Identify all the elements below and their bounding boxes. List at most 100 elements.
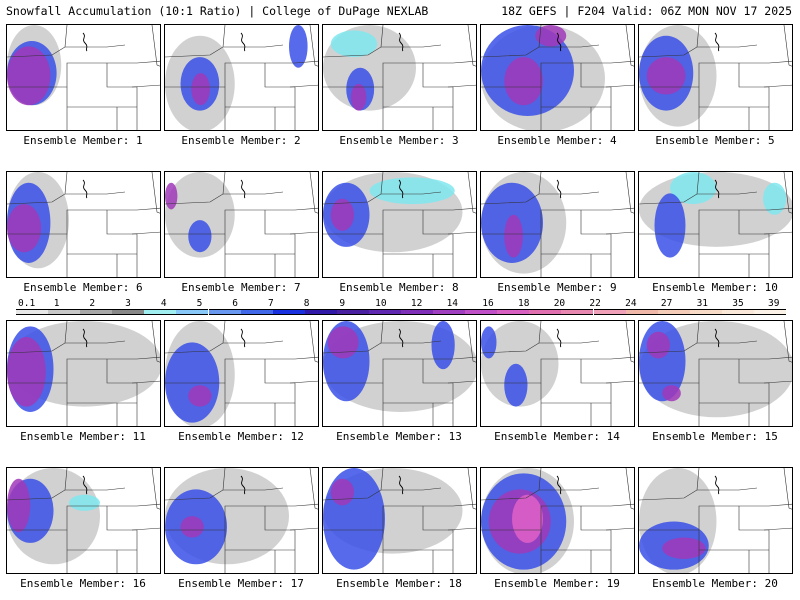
legend-swatch	[304, 309, 337, 315]
ensemble-member-map	[6, 171, 161, 278]
ensemble-member-map	[164, 24, 319, 131]
snow-area-purple	[165, 182, 178, 210]
state-boundary	[323, 207, 476, 235]
snow-area-purple	[7, 204, 42, 253]
state-boundary	[738, 63, 769, 88]
state-boundary	[264, 359, 295, 384]
snowfall-map	[323, 25, 476, 130]
state-boundary	[467, 468, 476, 510]
snowfall-map	[7, 25, 160, 130]
state-boundary	[481, 321, 542, 354]
state-boundary	[381, 487, 442, 491]
state-boundary	[697, 191, 758, 195]
snowfall-map	[481, 321, 634, 426]
state-boundary	[289, 231, 318, 235]
snow-area-blue	[165, 342, 220, 423]
ensemble-member-map	[322, 467, 477, 574]
legend-label: 8	[303, 298, 310, 309]
ensemble-member-label: Ensemble Member: 4	[497, 134, 617, 147]
state-boundary	[783, 468, 792, 510]
state-boundary	[151, 321, 160, 363]
ensemble-member-label: Ensemble Member: 20	[652, 577, 778, 590]
state-boundary	[539, 340, 600, 344]
ensemble-member-map	[6, 467, 161, 574]
ensemble-member-label: Ensemble Member: 10	[652, 281, 778, 294]
legend-label: 22	[589, 298, 601, 309]
state-boundary	[323, 172, 384, 205]
ensemble-member-map	[638, 24, 793, 131]
legend-swatch	[48, 309, 81, 315]
state-boundary	[131, 84, 160, 88]
snowfall-map	[323, 172, 476, 277]
snowfall-map	[165, 25, 318, 130]
state-boundary	[481, 172, 542, 205]
legend-label: 5	[196, 298, 203, 309]
header-run-info: 18Z GEFS | F204 Valid: 06Z MON NOV 17 20…	[501, 4, 792, 18]
state-boundary	[639, 60, 792, 88]
legend-swatch	[240, 309, 273, 315]
river	[240, 475, 246, 495]
snow-area-cyan	[670, 172, 717, 205]
legend-swatch	[401, 309, 434, 315]
state-boundary	[223, 44, 284, 48]
state-boundary	[223, 340, 284, 344]
ensemble-member-label: Ensemble Member: 1	[23, 134, 143, 147]
ensemble-member-map	[164, 171, 319, 278]
state-boundary	[697, 340, 758, 344]
state-boundary	[467, 25, 476, 67]
legend-label: 2	[89, 298, 96, 309]
ensemble-member-label: Ensemble Member: 14	[494, 430, 620, 443]
river	[556, 328, 562, 348]
ensemble-member-map	[322, 171, 477, 278]
state-boundary	[131, 380, 160, 384]
state-boundary	[323, 60, 476, 88]
state-boundary	[165, 356, 318, 384]
state-boundary	[165, 25, 226, 58]
river	[398, 179, 404, 199]
legend-swatch	[689, 309, 722, 315]
state-boundary	[539, 44, 600, 48]
legend-swatch	[368, 309, 401, 315]
state-boundary	[738, 359, 769, 384]
state-boundary	[289, 380, 318, 384]
river	[82, 475, 88, 495]
ensemble-member-label: Ensemble Member: 6	[23, 281, 143, 294]
state-boundary	[763, 231, 792, 235]
state-boundary	[697, 487, 758, 491]
legend-swatch	[657, 309, 690, 315]
state-boundary	[481, 25, 542, 58]
snow-area-cyan	[330, 30, 378, 58]
snowfall-legend: 0.1 1 2 3 4 5 6 7 8 9 10 12 14 16 18 20 22 24 27 31 35 39	[0, 298, 800, 318]
state-boundary	[481, 207, 634, 235]
legend-label: 3	[125, 298, 131, 309]
state-boundary	[639, 25, 700, 58]
state-boundary	[165, 468, 226, 501]
snow-area-purple	[180, 516, 204, 538]
legend-swatch	[529, 309, 562, 315]
snow-area-blue	[188, 220, 212, 253]
river	[556, 475, 562, 495]
snow-area-purple	[646, 331, 670, 359]
ensemble-member-map	[164, 467, 319, 574]
river	[240, 179, 246, 199]
legend-label: 7	[268, 298, 274, 309]
ensemble-member-label: Ensemble Member: 19	[494, 577, 620, 590]
state-boundary	[481, 60, 634, 88]
state-boundary	[580, 506, 611, 531]
state-boundary	[422, 359, 453, 384]
legend-label: 18	[518, 298, 530, 309]
ensemble-member-label: Ensemble Member: 9	[497, 281, 617, 294]
state-boundary	[625, 172, 634, 214]
state-boundary	[481, 356, 634, 384]
ensemble-member-map	[322, 24, 477, 131]
river	[714, 32, 720, 52]
state-boundary	[106, 506, 137, 531]
legend-label: 12	[410, 298, 423, 309]
state-boundary	[605, 380, 634, 384]
state-boundary	[7, 503, 160, 531]
state-boundary	[165, 172, 226, 205]
river	[398, 475, 404, 495]
state-boundary	[481, 468, 542, 501]
snow-area-cyan	[763, 182, 787, 215]
state-boundary	[783, 172, 792, 214]
